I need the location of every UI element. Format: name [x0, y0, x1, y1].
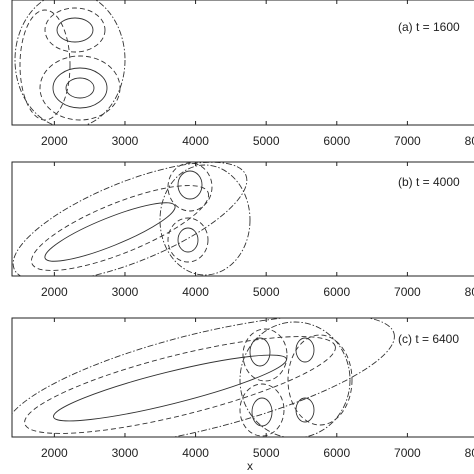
plot-frame [11, 0, 474, 126]
contours-c [12, 318, 395, 437]
x-tick-label: 6000 [323, 134, 350, 148]
plot-frame [11, 317, 474, 438]
x-tick-label: 5000 [253, 134, 280, 148]
x-tick-label: 2000 [41, 285, 68, 299]
contours-b [12, 162, 251, 276]
panel-annotation: (a) t = 1600 [398, 20, 460, 34]
x-axis-label: x [247, 459, 253, 473]
x-tick-label: 6000 [323, 446, 350, 460]
x-tick-label: 3000 [112, 134, 139, 148]
panel-annotation: (b) t = 4000 [398, 175, 460, 189]
plot-frame [11, 161, 474, 277]
x-tick-label: 8000 [465, 446, 474, 460]
x-tick-label: 2000 [41, 134, 68, 148]
x-tick-label: 3000 [112, 285, 139, 299]
x-tick-label: 8000 [465, 134, 474, 148]
x-tick-label: 7000 [394, 285, 421, 299]
contours-a [14, 0, 126, 125]
x-tick-label: 4000 [182, 446, 209, 460]
x-tick-label: 6000 [323, 285, 350, 299]
x-tick-label: 5000 [253, 285, 280, 299]
x-tick-label: 2000 [41, 446, 68, 460]
x-tick-label: 5000 [253, 446, 280, 460]
panel-annotation: (c) t = 6400 [398, 332, 459, 346]
x-tick-label: 3000 [112, 446, 139, 460]
x-tick-label: 7000 [394, 134, 421, 148]
x-tick-label: 8000 [465, 285, 474, 299]
x-tick-label: 7000 [394, 446, 421, 460]
x-tick-label: 4000 [182, 285, 209, 299]
x-tick-label: 4000 [182, 134, 209, 148]
